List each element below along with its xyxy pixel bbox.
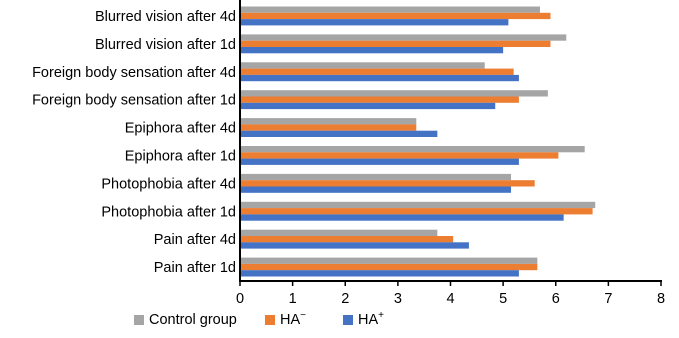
bar-1-10 — [240, 257, 538, 264]
category-label: Pain after 4d — [154, 232, 236, 248]
bars-group — [240, 6, 596, 277]
bar-2-10 — [240, 263, 538, 271]
bar-1-3 — [240, 62, 485, 69]
bar-3-5 — [240, 130, 438, 137]
category-label: Epiphora after 4d — [125, 121, 236, 137]
legend-swatch — [265, 315, 275, 325]
x-tick-label: 6 — [552, 291, 560, 307]
bar-3-2 — [240, 47, 504, 54]
legend-swatch — [343, 315, 353, 325]
category-label: Foreign body sensation after 1d — [32, 93, 236, 109]
x-tick-label: 8 — [657, 291, 665, 307]
legend-swatch — [134, 315, 144, 325]
bar-1-5 — [240, 118, 417, 125]
bar-3-7 — [240, 186, 512, 193]
legend-label: HA− — [280, 310, 306, 328]
category-label: Pain after 1d — [154, 260, 236, 276]
legend: Control group HA− HA+ — [134, 310, 384, 328]
category-label: Photophobia after 1d — [101, 204, 236, 220]
category-label: Blurred vision after 4d — [95, 9, 236, 25]
bar-1-8 — [240, 201, 596, 209]
x-tick-label: 3 — [394, 291, 402, 307]
bar-3-3 — [240, 74, 519, 82]
bar-2-8 — [240, 208, 593, 215]
bar-3-1 — [240, 19, 509, 26]
bar-1-7 — [240, 173, 512, 181]
category-label: Foreign body sensation after 4d — [32, 65, 236, 81]
bar-1-1 — [240, 6, 540, 13]
legend-label: Control group — [149, 312, 237, 328]
bar-3-9 — [240, 242, 469, 249]
x-tick-label: 2 — [341, 291, 349, 307]
category-label: Epiphora after 1d — [125, 148, 236, 164]
bar-2-4 — [240, 96, 519, 103]
category-label: Blurred vision after 1d — [95, 37, 236, 53]
bar-2-5 — [240, 124, 417, 131]
bar-2-3 — [240, 68, 514, 75]
x-tick-label: 0 — [236, 291, 244, 307]
bar-2-6 — [240, 152, 559, 159]
bar-1-2 — [240, 34, 567, 41]
bar-1-6 — [240, 146, 585, 153]
legend-label: HA+ — [358, 310, 384, 328]
x-tick-label: 7 — [604, 291, 612, 307]
bar-3-6 — [240, 158, 519, 165]
bar-2-1 — [240, 12, 551, 20]
bar-2-9 — [240, 236, 454, 243]
bar-3-8 — [240, 214, 564, 221]
bar-3-4 — [240, 102, 496, 110]
x-tick-label: 5 — [499, 291, 507, 307]
bar-3-10 — [240, 270, 519, 277]
bar-2-2 — [240, 40, 551, 47]
x-tick-label: 4 — [446, 291, 454, 307]
x-tick-label: 1 — [289, 291, 297, 307]
bar-1-4 — [240, 90, 548, 97]
bar-1-9 — [240, 229, 438, 236]
bar-2-7 — [240, 180, 535, 187]
category-label: Photophobia after 4d — [101, 176, 236, 192]
